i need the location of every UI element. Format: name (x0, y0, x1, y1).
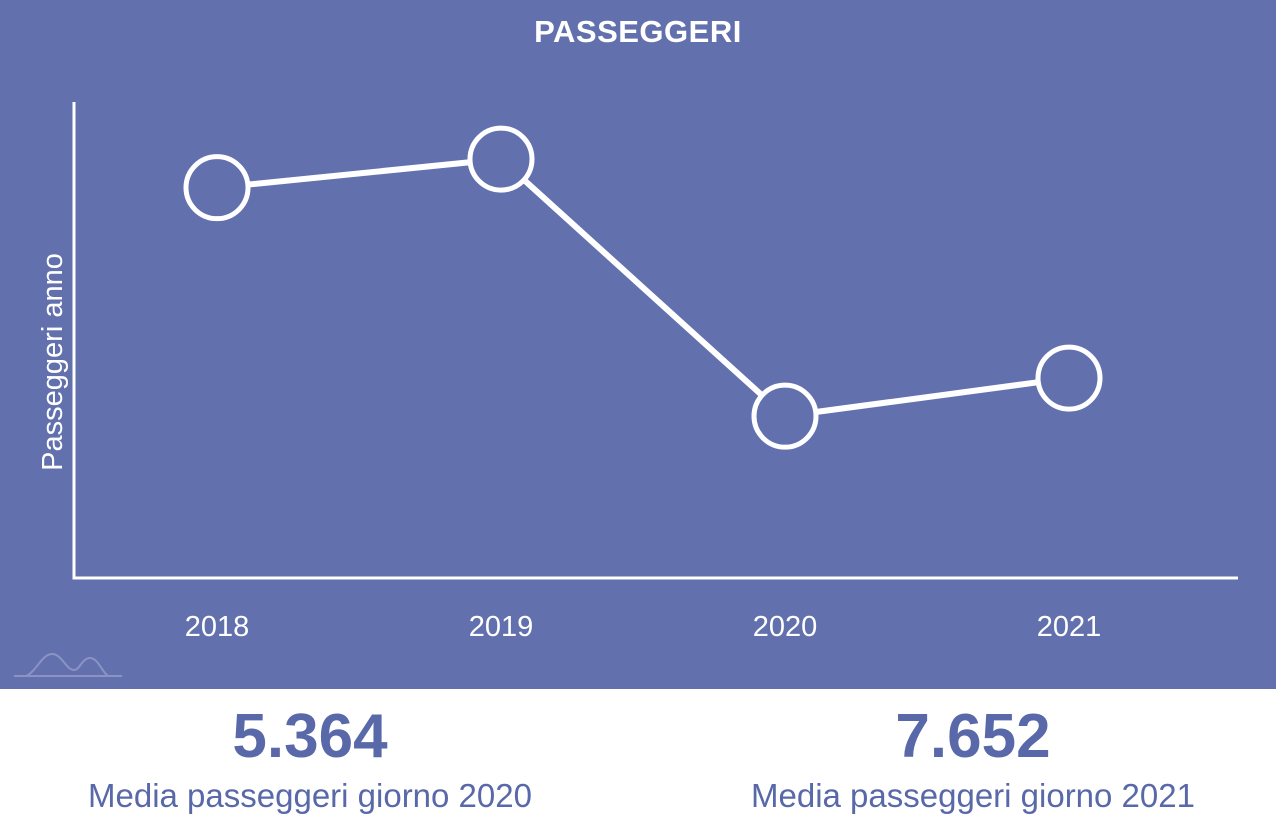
line-chart: Passeggeri anno 2018 2019 2020 2021 (37, 102, 1238, 643)
chart-panel (0, 0, 1276, 689)
data-point-2020 (751, 382, 819, 450)
stat-value: 7.652 (895, 702, 1051, 771)
stat-label: Media passeggeri giorno 2021 (751, 777, 1195, 814)
chart-title: PASSEGGERI (534, 14, 742, 49)
mountains-logo-icon (14, 652, 122, 677)
data-point-2021 (1035, 344, 1103, 412)
y-axis-label: Passeggeri anno (37, 253, 69, 471)
data-point-2018 (183, 154, 251, 222)
stat-label: Media passeggeri giorno 2020 (88, 777, 532, 814)
x-tick-label: 2019 (469, 611, 534, 643)
data-point-2019 (467, 125, 535, 193)
stat-value: 5.364 (232, 702, 388, 771)
x-tick-label: 2020 (753, 611, 818, 643)
stat-card-2020: 5.364 Media passeggeri giorno 2020 (30, 702, 590, 816)
x-tick-label: 2018 (185, 611, 250, 643)
series-line (216, 156, 1070, 420)
x-tick-label: 2021 (1037, 611, 1102, 643)
stat-card-2021: 7.652 Media passeggeri giorno 2021 (693, 702, 1253, 816)
